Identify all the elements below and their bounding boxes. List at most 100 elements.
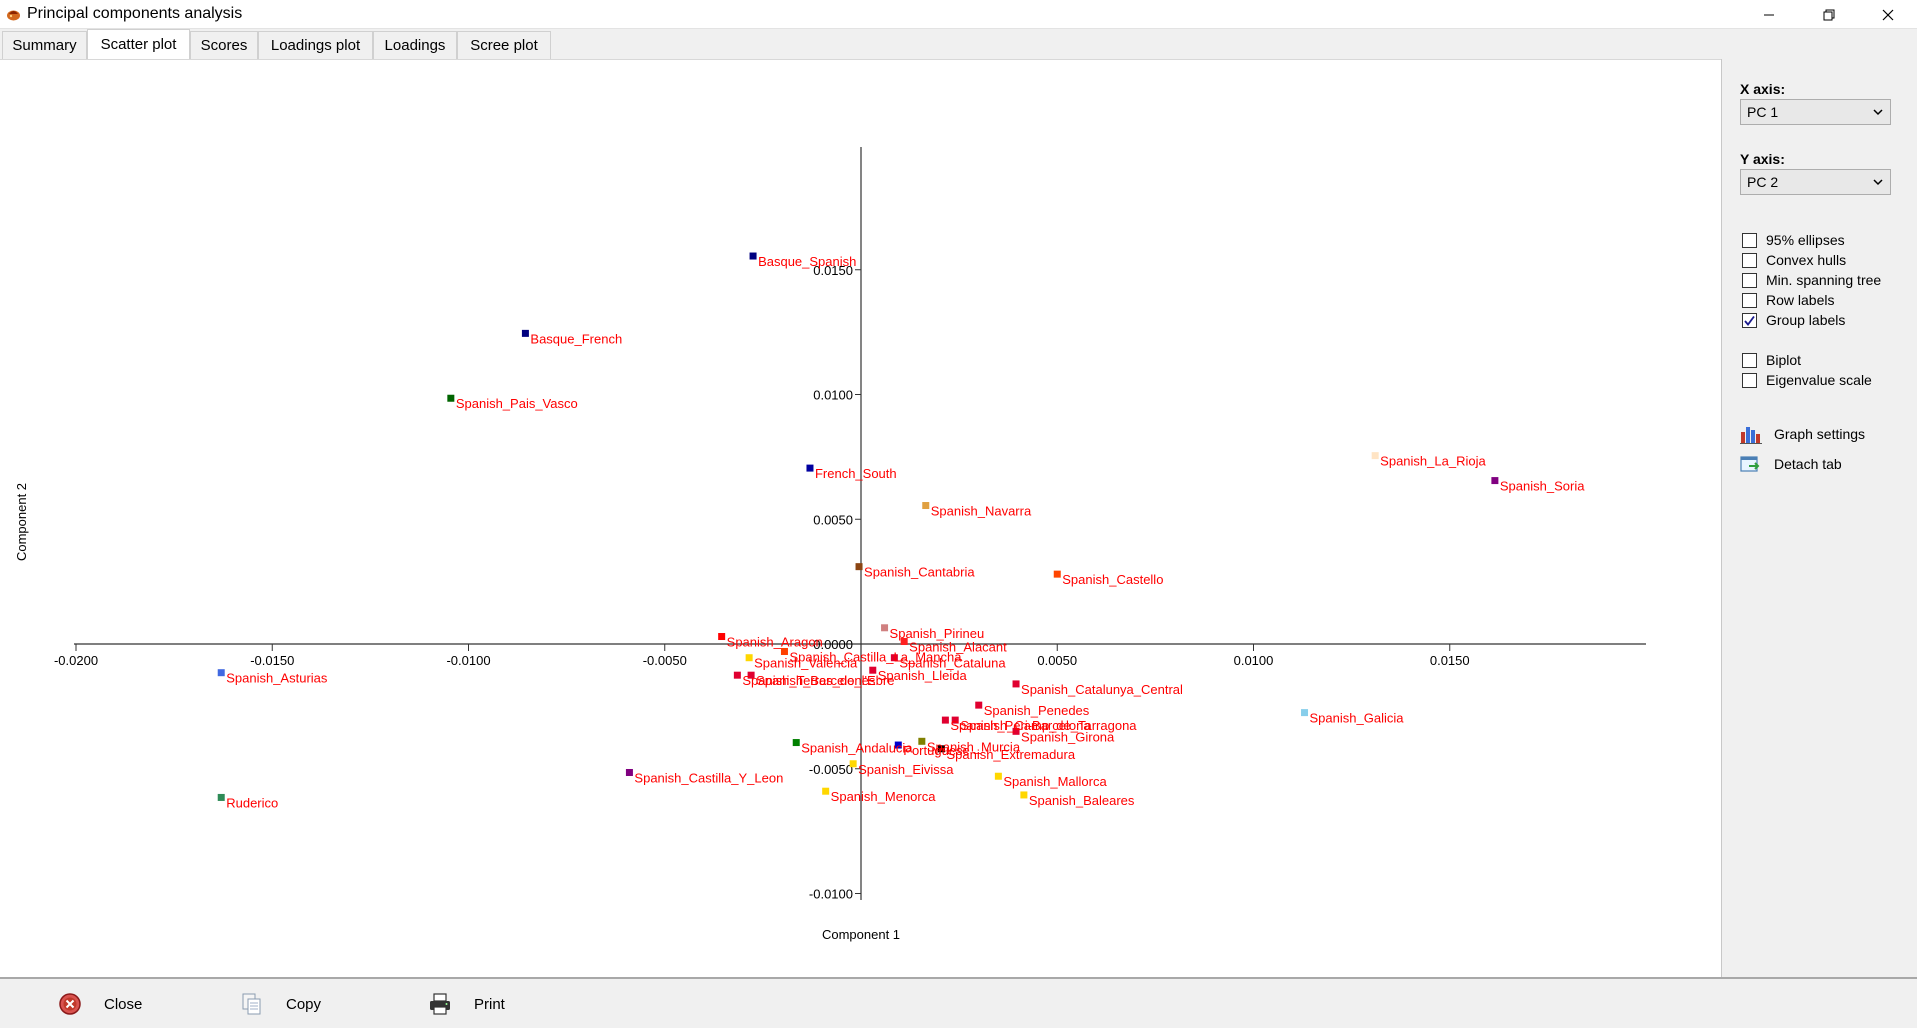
scatter-point[interactable]: [869, 666, 877, 674]
x-axis-select[interactable]: PC 1: [1740, 99, 1891, 125]
checkbox-biplot[interactable]: Biplot: [1742, 350, 1801, 370]
checkbox-box[interactable]: [1742, 312, 1757, 328]
scatter-point[interactable]: [922, 502, 930, 510]
scatter-point[interactable]: [941, 716, 949, 724]
scatter-point[interactable]: [849, 760, 857, 768]
scatter-point[interactable]: [822, 787, 830, 795]
checkbox-box[interactable]: [1742, 252, 1757, 268]
checkbox-box[interactable]: [1742, 372, 1757, 388]
checkmark-icon: [1744, 315, 1755, 326]
print-button[interactable]: Print: [428, 991, 505, 1017]
checkbox-label: Row labels: [1766, 292, 1835, 308]
scatter-point[interactable]: [806, 464, 814, 472]
title-bar: Principal components analysis: [0, 0, 1917, 29]
x-tick-label: 0.0100: [1234, 653, 1274, 668]
checkbox-label: Convex hulls: [1766, 252, 1847, 268]
tab-scree-plot[interactable]: Scree plot: [457, 31, 551, 59]
checkbox-box[interactable]: [1742, 232, 1757, 248]
checkbox-95-ellipses[interactable]: 95% ellipses: [1742, 230, 1845, 250]
scatter-plot-area[interactable]: -0.0200 -0.0150 -0.0100 -0.0050 0.0050 0.0100…: [0, 59, 1721, 977]
tab-loadings[interactable]: Loadings: [373, 31, 457, 59]
tab-summary[interactable]: Summary: [2, 31, 87, 59]
point-label: Spanish_Andalucia: [801, 741, 913, 756]
scatter-point[interactable]: [994, 772, 1002, 780]
point-label: Spanish_Catalunya_Central: [1021, 682, 1183, 697]
scatter-point[interactable]: [855, 563, 863, 571]
checkbox-row-labels[interactable]: Row labels: [1742, 290, 1834, 310]
scatter-point[interactable]: [521, 329, 529, 337]
scatter-point[interactable]: [447, 394, 455, 402]
checkbox-box[interactable]: [1742, 352, 1757, 368]
scatter-point[interactable]: [749, 252, 757, 260]
close-window-button[interactable]: [1859, 0, 1917, 29]
app-logo-icon: [7, 10, 20, 21]
x-tick-label: -0.0150: [250, 653, 294, 668]
detach-tab-label: Detach tab: [1774, 456, 1842, 472]
point-label: Ruderico: [226, 795, 278, 810]
x-axis-label: X axis:: [1740, 81, 1786, 97]
scatter-point[interactable]: [881, 624, 889, 632]
checkbox-convex-hulls[interactable]: Convex hulls: [1742, 250, 1846, 270]
scatter-point[interactable]: [890, 654, 898, 662]
checkbox-box[interactable]: [1742, 272, 1757, 288]
tab-strip: Summary Scatter plot Scores Loadings plo…: [0, 29, 1917, 59]
scatter-point[interactable]: [733, 671, 741, 679]
checkbox-group-labels[interactable]: Group labels: [1742, 310, 1845, 330]
scatter-point[interactable]: [625, 768, 633, 776]
scatter-point[interactable]: [1301, 709, 1309, 717]
checkbox-label: Group labels: [1766, 312, 1846, 328]
point-label: Spanish_Alacant: [909, 640, 1007, 655]
copy-icon: [242, 993, 261, 1015]
scatter-point[interactable]: [1491, 477, 1499, 485]
scatter-point[interactable]: [1012, 727, 1020, 735]
scatter-point[interactable]: [792, 739, 800, 747]
tab-loadings-plot[interactable]: Loadings plot: [258, 31, 373, 59]
restore-button[interactable]: [1800, 0, 1858, 29]
point-label: Basque_Spanish: [758, 254, 856, 269]
checkbox-eigenvalue-scale[interactable]: Eigenvalue scale: [1742, 370, 1872, 390]
chevron-down-icon: [1873, 179, 1883, 186]
scatter-point[interactable]: [894, 741, 902, 749]
minimize-button[interactable]: [1740, 0, 1798, 29]
scatter-point[interactable]: [1053, 570, 1061, 578]
close-button[interactable]: Close: [58, 991, 142, 1017]
scatter-point[interactable]: [937, 745, 945, 753]
scatter-chart[interactable]: -0.0200 -0.0150 -0.0100 -0.0050 0.0050 0.0100…: [0, 60, 1721, 978]
checkbox-min-spanning-tree[interactable]: Min. spanning tree: [1742, 270, 1881, 290]
minimize-icon: [1764, 14, 1774, 15]
point-label: Spanish_Pirineu: [890, 626, 985, 641]
point-label: Spanish_Camp_de_Tarragona: [960, 718, 1137, 733]
tab-scores[interactable]: Scores: [190, 31, 258, 59]
scatter-point[interactable]: [1371, 452, 1379, 460]
point-label: Portuguese: [903, 743, 970, 758]
graph-settings-button[interactable]: Graph settings: [1740, 423, 1865, 445]
scatter-point[interactable]: [975, 701, 983, 709]
x-tick-label: 0.0050: [1037, 653, 1077, 668]
point-label: Spanish_Soria: [1500, 479, 1585, 494]
scatter-point[interactable]: [745, 654, 753, 662]
scatter-point[interactable]: [918, 737, 926, 745]
options-panel: X axis: PC 1 Y axis: PC 2 95% ellipses C…: [1721, 59, 1917, 977]
scatter-point[interactable]: [951, 716, 959, 724]
scatter-point[interactable]: [747, 671, 755, 679]
scatter-point[interactable]: [217, 793, 225, 801]
restore-icon: [1823, 9, 1835, 20]
close-circle-icon: [59, 993, 81, 1015]
scatter-point[interactable]: [900, 638, 908, 646]
copy-button[interactable]: Copy: [240, 991, 321, 1017]
scatter-point[interactable]: [1012, 680, 1020, 688]
window-title: Principal components analysis: [27, 5, 243, 22]
chevron-down-icon: [1873, 109, 1883, 116]
scatter-point[interactable]: [718, 633, 726, 641]
x-tick-label: -0.0200: [54, 653, 98, 668]
checkbox-label: Eigenvalue scale: [1766, 372, 1872, 388]
scatter-point[interactable]: [1020, 791, 1028, 799]
y-axis-title: Component 2: [14, 483, 29, 561]
tab-scatter-plot[interactable]: Scatter plot: [87, 29, 190, 59]
scatter-point[interactable]: [217, 669, 225, 677]
checkbox-box[interactable]: [1742, 292, 1757, 308]
y-axis-select[interactable]: PC 2: [1740, 169, 1891, 195]
detach-tab-button[interactable]: Detach tab: [1740, 453, 1842, 475]
scatter-point[interactable]: [780, 647, 788, 655]
point-label: Basque_French: [530, 331, 622, 346]
